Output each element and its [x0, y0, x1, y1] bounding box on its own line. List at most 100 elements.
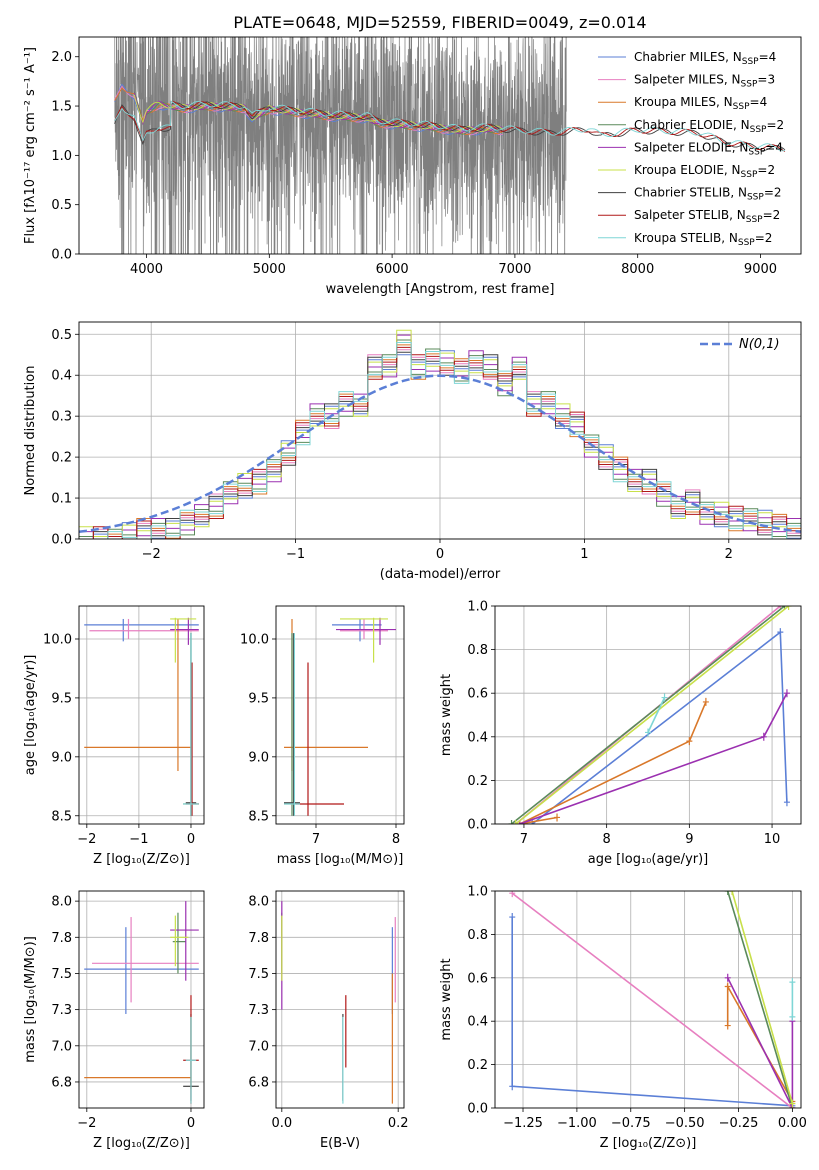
y-tick-label: 0.1: [51, 492, 72, 507]
point-marker: [724, 973, 731, 982]
plot-area-spectrum: [114, 37, 786, 254]
x-axis-label: (data-model)/error: [380, 567, 501, 582]
y-tick-label: 9.5: [248, 691, 269, 706]
axes-frame: [78, 890, 205, 1109]
y-tick-label: 0.8: [467, 643, 488, 658]
y-tick-label: 1.0: [51, 149, 72, 164]
x-tick-label: 10: [764, 832, 781, 847]
legend-label: Kroupa MILES, NSSP=4: [634, 95, 767, 112]
y-tick-label: 0.0: [51, 533, 72, 548]
x-tick-label: 9: [685, 832, 693, 847]
y-tick-label: 0.2: [467, 774, 488, 789]
series-line-chabrier-elodie: [511, 606, 785, 824]
point-marker: [702, 697, 709, 706]
axes-mass-vs-ebv: 0.0 0.2 6.8 7.0 7.3 7.5 7.8 8.0 E(B-V): [248, 890, 409, 1151]
x-tick-label: 7000: [498, 262, 531, 277]
y-tick-label: 0.4: [467, 730, 488, 745]
point-marker: [789, 1099, 796, 1108]
x-tick-label: 0.0: [271, 1116, 292, 1131]
y-tick-label: 10.0: [43, 632, 72, 647]
y-axis-label: mass weight: [439, 674, 454, 756]
y-tick-label: 0.6: [467, 971, 488, 986]
x-tick-label: −2: [77, 1116, 96, 1131]
model-line-kroupa-stelib: [114, 100, 786, 152]
axes-mass-vs-Z: −2 0 6.8 7.0 7.3 7.5 7.8 8.0 Z [log₁₀(Z/Z⊙)] mass…: [23, 890, 205, 1151]
y-tick-label: 7.0: [248, 1039, 269, 1054]
x-axis-label: wavelength [Angstrom, rest frame]: [326, 282, 555, 297]
x-tick-label: 4000: [130, 262, 163, 277]
point-marker: [724, 982, 731, 991]
series-line-kroupa-miles: [519, 701, 707, 824]
x-tick-label: 9000: [744, 262, 777, 277]
point-marker: [509, 913, 516, 922]
x-tick-label: 0: [436, 547, 444, 562]
y-tick-label: 8.5: [248, 809, 269, 824]
y-tick-label: 7.3: [248, 1003, 269, 1018]
y-tick-label: 10.0: [240, 632, 269, 647]
legend-label: Chabrier STELIB, NSSP=2: [634, 186, 782, 203]
point-marker: [509, 891, 516, 898]
point-marker: [789, 978, 796, 987]
point-marker: [785, 606, 792, 610]
x-tick-label: −2: [142, 547, 161, 562]
y-tick-label: 0.4: [51, 369, 72, 384]
y-axis-label: age [log₁₀(age/yr)]: [23, 655, 38, 776]
histogram-step-kroupa-stelib: [79, 342, 801, 539]
axes-age-vs-Z: −2 −1 0 8.5 9.0 9.5 10.0 Z [log₁₀(Z/Z⊙)] age [lo…: [23, 605, 205, 867]
y-tick-label: 7.5: [51, 967, 72, 982]
y-tick-label: 8.0: [51, 895, 72, 910]
axes-frame: [78, 36, 802, 255]
x-tick-label: 5000: [253, 262, 286, 277]
axes-residuals: −2 −1 0 1 2 0.0 0.1 0.2 0.3 0.4 0.5 (data-model)/er…: [23, 321, 802, 582]
y-tick-label: 0.0: [51, 248, 72, 263]
y-tick-label: 1.0: [467, 885, 488, 900]
point-marker: [783, 798, 790, 807]
normal-curve: [79, 374, 801, 534]
x-tick-label: 8000: [621, 262, 654, 277]
y-tick-label: 6.8: [51, 1075, 72, 1090]
x-tick-label: −0.25: [719, 1116, 759, 1131]
series-line-salpeter-miles: [511, 892, 793, 1108]
y-axis-label: Flux [fλ10⁻¹⁷ erg cm⁻² s⁻¹ A⁻¹]: [23, 47, 38, 244]
point-marker: [760, 732, 767, 741]
axes-frame: [78, 321, 802, 540]
legend-label: Salpeter MILES, NSSP=3: [634, 73, 775, 90]
y-axis-label: mass weight: [439, 958, 454, 1040]
series-line-chabrier-miles: [511, 917, 793, 1107]
series-line-kroupa-stelib: [647, 697, 666, 733]
y-tick-label: 0.8: [467, 928, 488, 943]
y-tick-label: 0.5: [51, 198, 72, 213]
x-axis-label: mass [log₁₀(M/M⊙)]: [277, 852, 404, 867]
plot-area-residuals: [79, 322, 801, 539]
spectrum-legend: Chabrier MILES, NSSP=4 Salpeter MILES, NS…: [598, 50, 784, 248]
point-marker: [783, 689, 790, 698]
x-tick-label: −1: [286, 547, 305, 562]
x-axis-label: E(B-V): [320, 1136, 360, 1151]
x-tick-label: 0.00: [778, 1116, 807, 1131]
y-tick-label: 6.8: [248, 1075, 269, 1090]
point-marker: [777, 628, 784, 637]
y-tick-label: 1.5: [51, 100, 72, 115]
x-axis-label: Z [log₁₀(Z/Z⊙)]: [600, 1136, 697, 1151]
x-axis-label: Z [log₁₀(Z/Z⊙)]: [93, 1136, 190, 1151]
y-tick-label: 9.0: [248, 750, 269, 765]
y-tick-label: 0.4: [467, 1015, 488, 1030]
point-marker: [686, 737, 693, 746]
series-line-chabrier-elodie: [726, 891, 794, 1108]
point-marker: [789, 1012, 796, 1021]
point-marker: [554, 813, 561, 822]
y-tick-label: 7.3: [51, 1003, 72, 1018]
y-tick-label: 7.5: [248, 967, 269, 982]
axes-mass-weight-vs-age: 7 8 9 10 0.0 0.2 0.4 0.6 0.8 1.0 age [log₁₀(age/yr…: [439, 600, 802, 867]
axes-frame: [494, 605, 802, 825]
x-tick-label: −1.25: [503, 1116, 543, 1131]
point-marker: [724, 891, 731, 895]
y-tick-label: 0.6: [467, 687, 488, 702]
plot-area-age-vs-Z: [79, 606, 204, 824]
model-line-kroupa-elodie: [133, 94, 503, 133]
x-tick-label: 1: [580, 547, 588, 562]
x-tick-label: 6000: [376, 262, 409, 277]
y-axis-label: Normed distribution: [23, 366, 38, 496]
x-tick-label: 8: [392, 832, 400, 847]
